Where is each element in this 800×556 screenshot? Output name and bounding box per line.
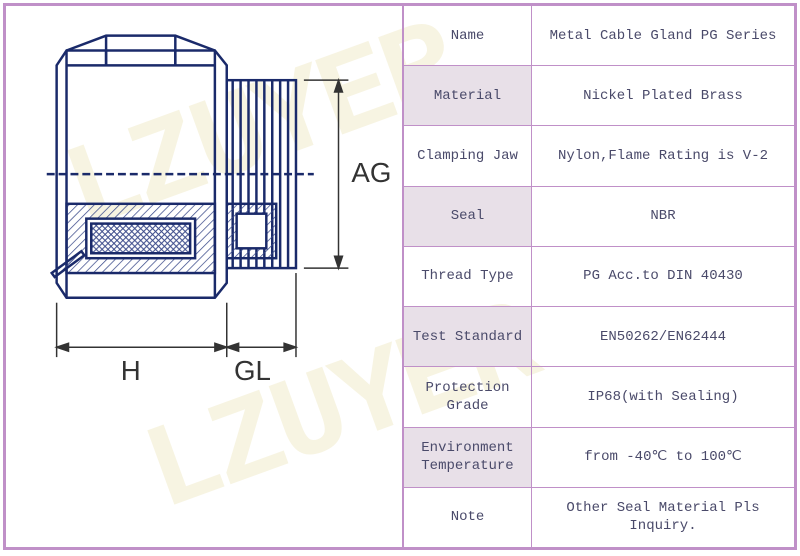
spec-table: NameMetal Cable Gland PG SeriesMaterialN… <box>404 6 794 547</box>
spec-value: Nickel Plated Brass <box>532 66 794 125</box>
spec-value: EN50262/EN62444 <box>532 307 794 366</box>
dimension-h-label: H <box>121 355 141 386</box>
spec-value: from -40℃ to 100℃ <box>532 428 794 487</box>
spec-row: MaterialNickel Plated Brass <box>404 66 794 126</box>
spec-label: Clamping Jaw <box>404 126 532 185</box>
spec-row: NoteOther Seal Material Pls Inquiry. <box>404 488 794 547</box>
spec-value: Nylon,Flame Rating is V-2 <box>532 126 794 185</box>
spec-value: Other Seal Material Pls Inquiry. <box>532 488 794 547</box>
spec-value: IP68(with Sealing) <box>532 367 794 426</box>
main-container: AG H GL NameMetal Cable Gland PG SeriesM… <box>3 3 797 550</box>
spec-row: Environment Temperaturefrom -40℃ to 100℃ <box>404 428 794 488</box>
spec-value: PG Acc.to DIN 40430 <box>532 247 794 306</box>
spec-row: Clamping JawNylon,Flame Rating is V-2 <box>404 126 794 186</box>
cable-gland-diagram: AG H GL <box>6 6 402 547</box>
dimension-gl-label: GL <box>234 355 271 386</box>
spec-label: Name <box>404 6 532 65</box>
spec-value: NBR <box>532 187 794 246</box>
spec-row: Test StandardEN50262/EN62444 <box>404 307 794 367</box>
spec-label: Test Standard <box>404 307 532 366</box>
spec-label: Protection Grade <box>404 367 532 426</box>
spec-label: Note <box>404 488 532 547</box>
spec-row: Thread TypePG Acc.to DIN 40430 <box>404 247 794 307</box>
spec-row: Protection GradeIP68(with Sealing) <box>404 367 794 427</box>
dimension-ag-label: AG <box>351 157 391 188</box>
spec-row: SealNBR <box>404 187 794 247</box>
spec-label: Environment Temperature <box>404 428 532 487</box>
spec-row: NameMetal Cable Gland PG Series <box>404 6 794 66</box>
spec-label: Thread Type <box>404 247 532 306</box>
spec-label: Seal <box>404 187 532 246</box>
spec-label: Material <box>404 66 532 125</box>
spec-value: Metal Cable Gland PG Series <box>532 6 794 65</box>
diagram-panel: AG H GL <box>6 6 404 547</box>
